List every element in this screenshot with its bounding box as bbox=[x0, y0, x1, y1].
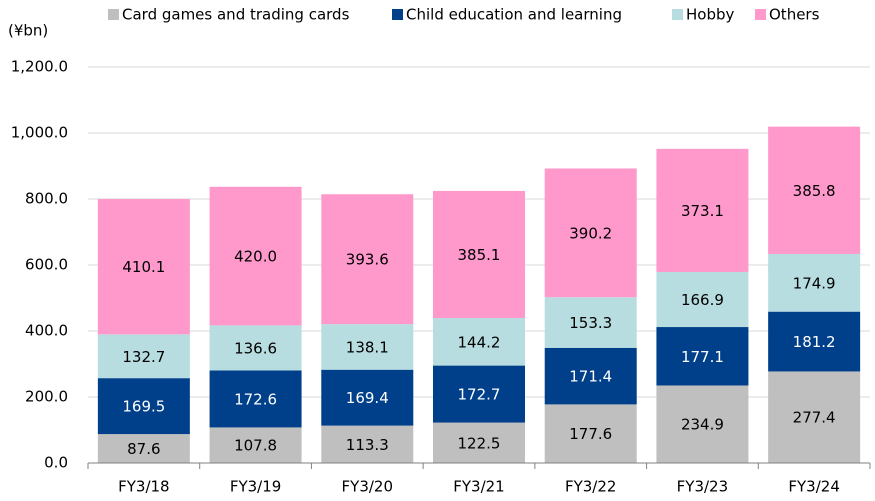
y-axis-label: (¥bn) bbox=[8, 22, 48, 40]
x-tick-label: FY3/22 bbox=[565, 478, 616, 496]
y-tick-label: 600.0 bbox=[25, 256, 68, 274]
data-label: 87.6 bbox=[127, 440, 160, 458]
bar-segment bbox=[433, 422, 525, 463]
data-label: 234.9 bbox=[681, 416, 724, 434]
data-label: 166.9 bbox=[681, 291, 724, 309]
legend-swatch bbox=[392, 9, 403, 20]
data-label: 169.4 bbox=[346, 389, 389, 407]
legend-label: Card games and trading cards bbox=[122, 6, 350, 24]
bar-segment bbox=[544, 297, 637, 348]
data-label: 393.6 bbox=[346, 251, 389, 269]
bar-segment bbox=[433, 365, 525, 423]
legend-swatch bbox=[755, 9, 766, 20]
bar-segment bbox=[433, 317, 525, 366]
bar-segment bbox=[209, 325, 302, 371]
bar-segment bbox=[209, 427, 302, 463]
data-label: 172.7 bbox=[458, 386, 501, 404]
x-tick-label: FY3/23 bbox=[677, 478, 728, 496]
data-label: 385.1 bbox=[458, 246, 501, 264]
bar-segment bbox=[768, 126, 861, 254]
y-tick-label: 400.0 bbox=[25, 322, 68, 340]
bar-segment bbox=[656, 327, 749, 386]
bar-segment bbox=[656, 148, 749, 272]
data-label: 385.8 bbox=[793, 182, 836, 200]
bar-segment bbox=[656, 385, 749, 463]
bar-segment bbox=[97, 434, 190, 463]
y-tick-label: 1,200.0 bbox=[11, 58, 68, 76]
bar-segment bbox=[656, 271, 749, 328]
legend-label: Others bbox=[769, 6, 820, 24]
x-tick-label: FY3/20 bbox=[342, 478, 393, 496]
data-label: 153.3 bbox=[569, 314, 612, 332]
bar-segment bbox=[97, 334, 190, 379]
legend-label: Hobby bbox=[686, 6, 734, 24]
data-label: 174.9 bbox=[793, 274, 836, 292]
data-label: 136.6 bbox=[234, 339, 277, 357]
y-tick-label: 0.0 bbox=[44, 454, 68, 472]
bar-segment bbox=[544, 347, 637, 405]
x-tick-label: FY3/21 bbox=[453, 478, 504, 496]
bar-segment bbox=[768, 371, 861, 463]
y-tick-label: 800.0 bbox=[25, 190, 68, 208]
bar-segment bbox=[209, 370, 302, 428]
bar-segment bbox=[97, 378, 190, 435]
bar-segment bbox=[97, 199, 190, 335]
x-tick-label: FY3/19 bbox=[230, 478, 281, 496]
x-tick-label: FY3/24 bbox=[788, 478, 839, 496]
legend-swatch bbox=[672, 9, 683, 20]
data-label: 373.1 bbox=[681, 202, 724, 220]
data-label: 122.5 bbox=[458, 434, 501, 452]
data-label: 171.4 bbox=[569, 368, 612, 386]
data-label: 420.0 bbox=[234, 248, 277, 266]
y-tick-label: 1,000.0 bbox=[11, 124, 68, 142]
data-label: 177.1 bbox=[681, 348, 724, 366]
legend-swatch bbox=[108, 9, 119, 20]
y-tick-label: 200.0 bbox=[25, 388, 68, 406]
data-label: 177.6 bbox=[569, 425, 612, 443]
data-label: 390.2 bbox=[569, 224, 612, 242]
data-label: 107.8 bbox=[234, 437, 277, 455]
bar-segment bbox=[544, 168, 637, 298]
data-label: 410.1 bbox=[122, 258, 165, 276]
data-label: 277.4 bbox=[793, 409, 836, 427]
bar-segment bbox=[768, 311, 861, 372]
bar-segment bbox=[321, 194, 414, 325]
bar-segment bbox=[321, 425, 414, 463]
data-label: 132.7 bbox=[122, 348, 165, 366]
data-label: 138.1 bbox=[346, 338, 389, 356]
bar-segment bbox=[321, 324, 414, 370]
bar-segment bbox=[321, 369, 414, 426]
bar-segment bbox=[768, 253, 861, 312]
data-label: 172.6 bbox=[234, 390, 277, 408]
data-label: 113.3 bbox=[346, 436, 389, 454]
bar-segment bbox=[433, 190, 525, 318]
legend-label: Child education and learning bbox=[406, 6, 622, 24]
data-label: 144.2 bbox=[458, 333, 501, 351]
bar-segment bbox=[209, 186, 302, 326]
bar-segment bbox=[544, 404, 637, 463]
x-tick-label: FY3/18 bbox=[118, 478, 169, 496]
data-label: 181.2 bbox=[793, 333, 836, 351]
data-label: 169.5 bbox=[122, 398, 165, 416]
